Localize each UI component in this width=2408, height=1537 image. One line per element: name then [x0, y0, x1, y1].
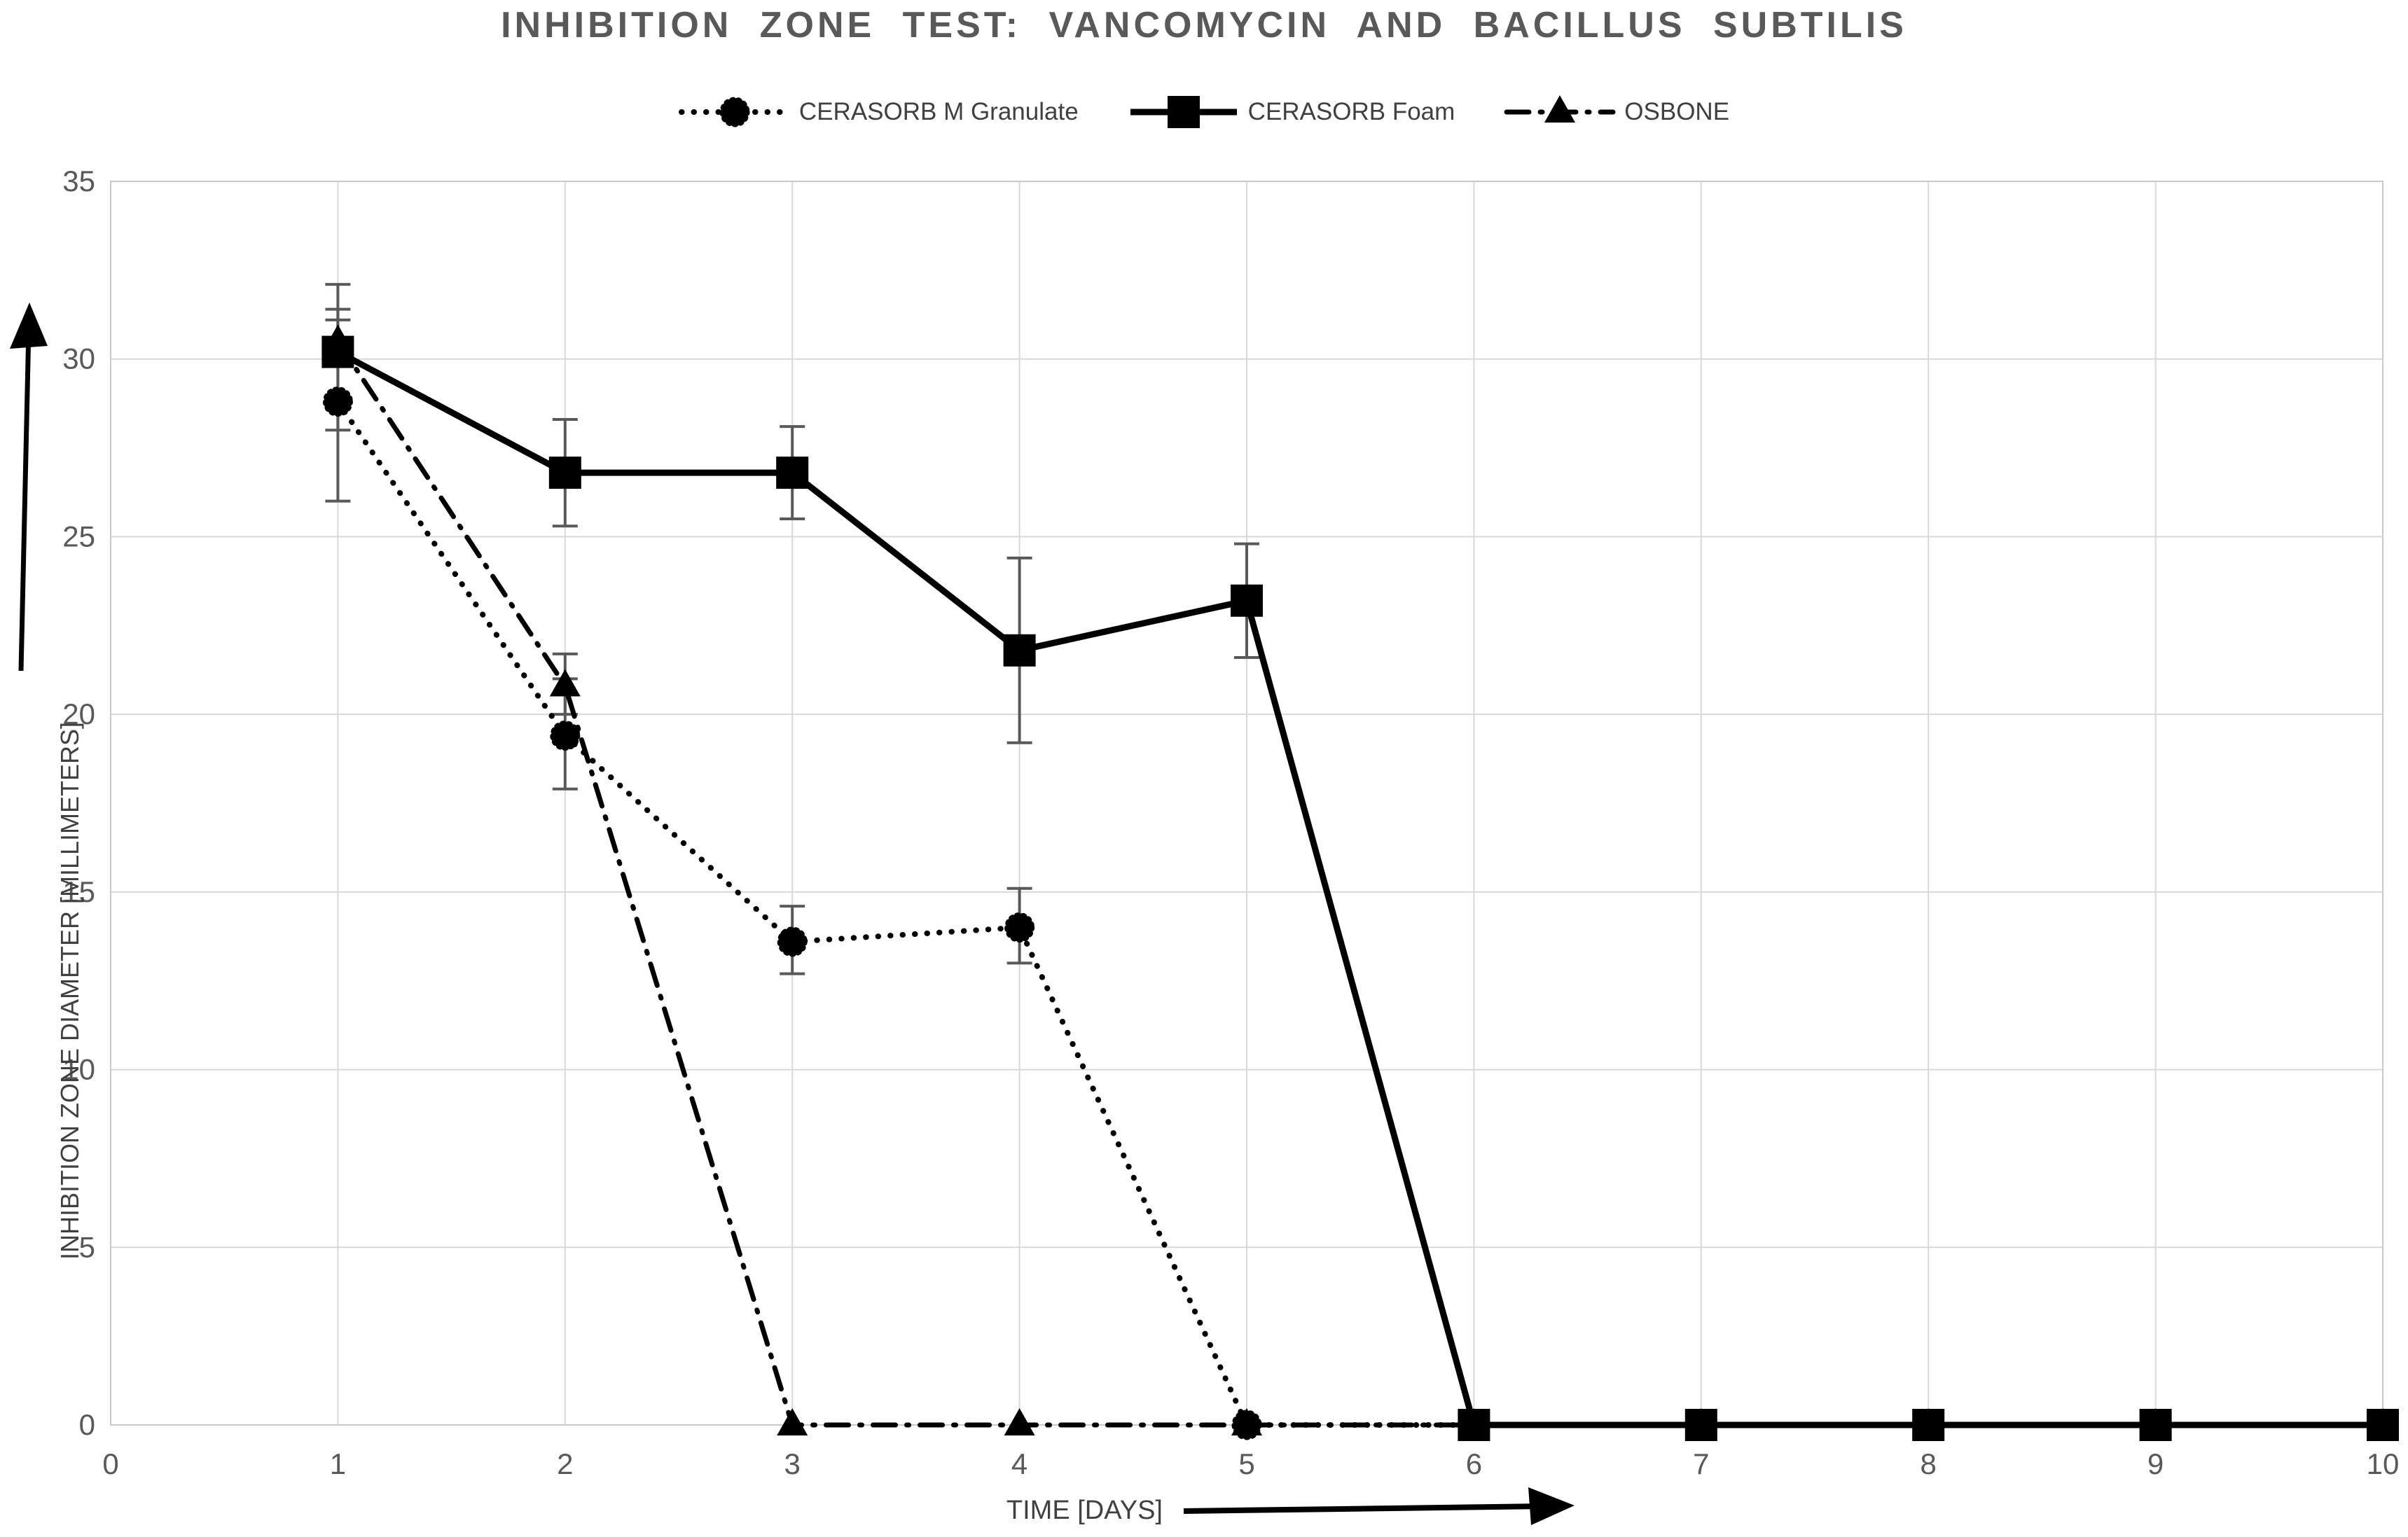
legend-label: CERASORB M Granulate: [798, 98, 1079, 125]
series-line-osbone: [335, 338, 2386, 1428]
chart-title: INHIBITION ZONE TEST: VANCOMYCIN AND BAC…: [501, 5, 1907, 46]
x-tick-label: 6: [1466, 1447, 1482, 1480]
x-tick-label: 10: [2367, 1447, 2400, 1480]
triangle-marker-icon: [1504, 95, 1616, 123]
y-tick-label: 30: [62, 342, 95, 375]
series-line-cerasorb-m-granulate: [335, 398, 2386, 1428]
x-tick-label: 7: [1693, 1447, 1709, 1480]
y-tick-label: 25: [62, 520, 95, 552]
x-tick-label: 0: [102, 1447, 118, 1480]
series-cerasorb-foam: [321, 335, 2399, 1441]
chart-legend: CERASORB M Granulate CERASORB Foam OSBON…: [0, 95, 2408, 129]
dotted-circle-marker-icon: [678, 97, 791, 127]
up-arrow-icon: [10, 302, 48, 672]
legend-label: OSBONE: [1624, 98, 1730, 125]
x-axis-title: TIME [DAYS]: [1006, 1496, 1163, 1525]
x-tick-label: 8: [1921, 1447, 1937, 1480]
series-osbone: [322, 324, 2398, 1435]
x-tick-label: 1: [330, 1447, 346, 1480]
legend-item-cerasorb-m-granulate: CERASORB M Granulate: [678, 95, 1079, 129]
y-tick-label: 0: [79, 1408, 95, 1441]
x-tick-label: 4: [1011, 1447, 1027, 1480]
y-tick-label: 15: [62, 875, 95, 908]
y-tick-label: 20: [62, 697, 95, 730]
series-line-cerasorb-foam: [336, 349, 2383, 1428]
x-tick-label: 3: [784, 1447, 801, 1480]
x-tick-label: 9: [2147, 1447, 2164, 1480]
legend-label: CERASORB Foam: [1247, 98, 1455, 125]
y-tick-label: 35: [62, 165, 95, 197]
y-tick-label: 10: [62, 1053, 95, 1086]
legend-item-osbone: OSBONE: [1504, 95, 1729, 129]
y-tick-label: 5: [79, 1230, 95, 1263]
legend-item-cerasorb-foam: CERASORB Foam: [1128, 95, 1455, 129]
x-tick-label: 2: [557, 1447, 573, 1480]
y-axis-title: INHIBITION ZONE DIAMETER [MILLIMETERS]: [55, 721, 84, 1260]
square-marker-icon: [1130, 96, 1237, 128]
series-cerasorb-m-granulate: [322, 387, 2398, 1440]
right-arrow-icon: [1183, 1487, 1575, 1525]
x-tick-label: 5: [1238, 1447, 1254, 1480]
